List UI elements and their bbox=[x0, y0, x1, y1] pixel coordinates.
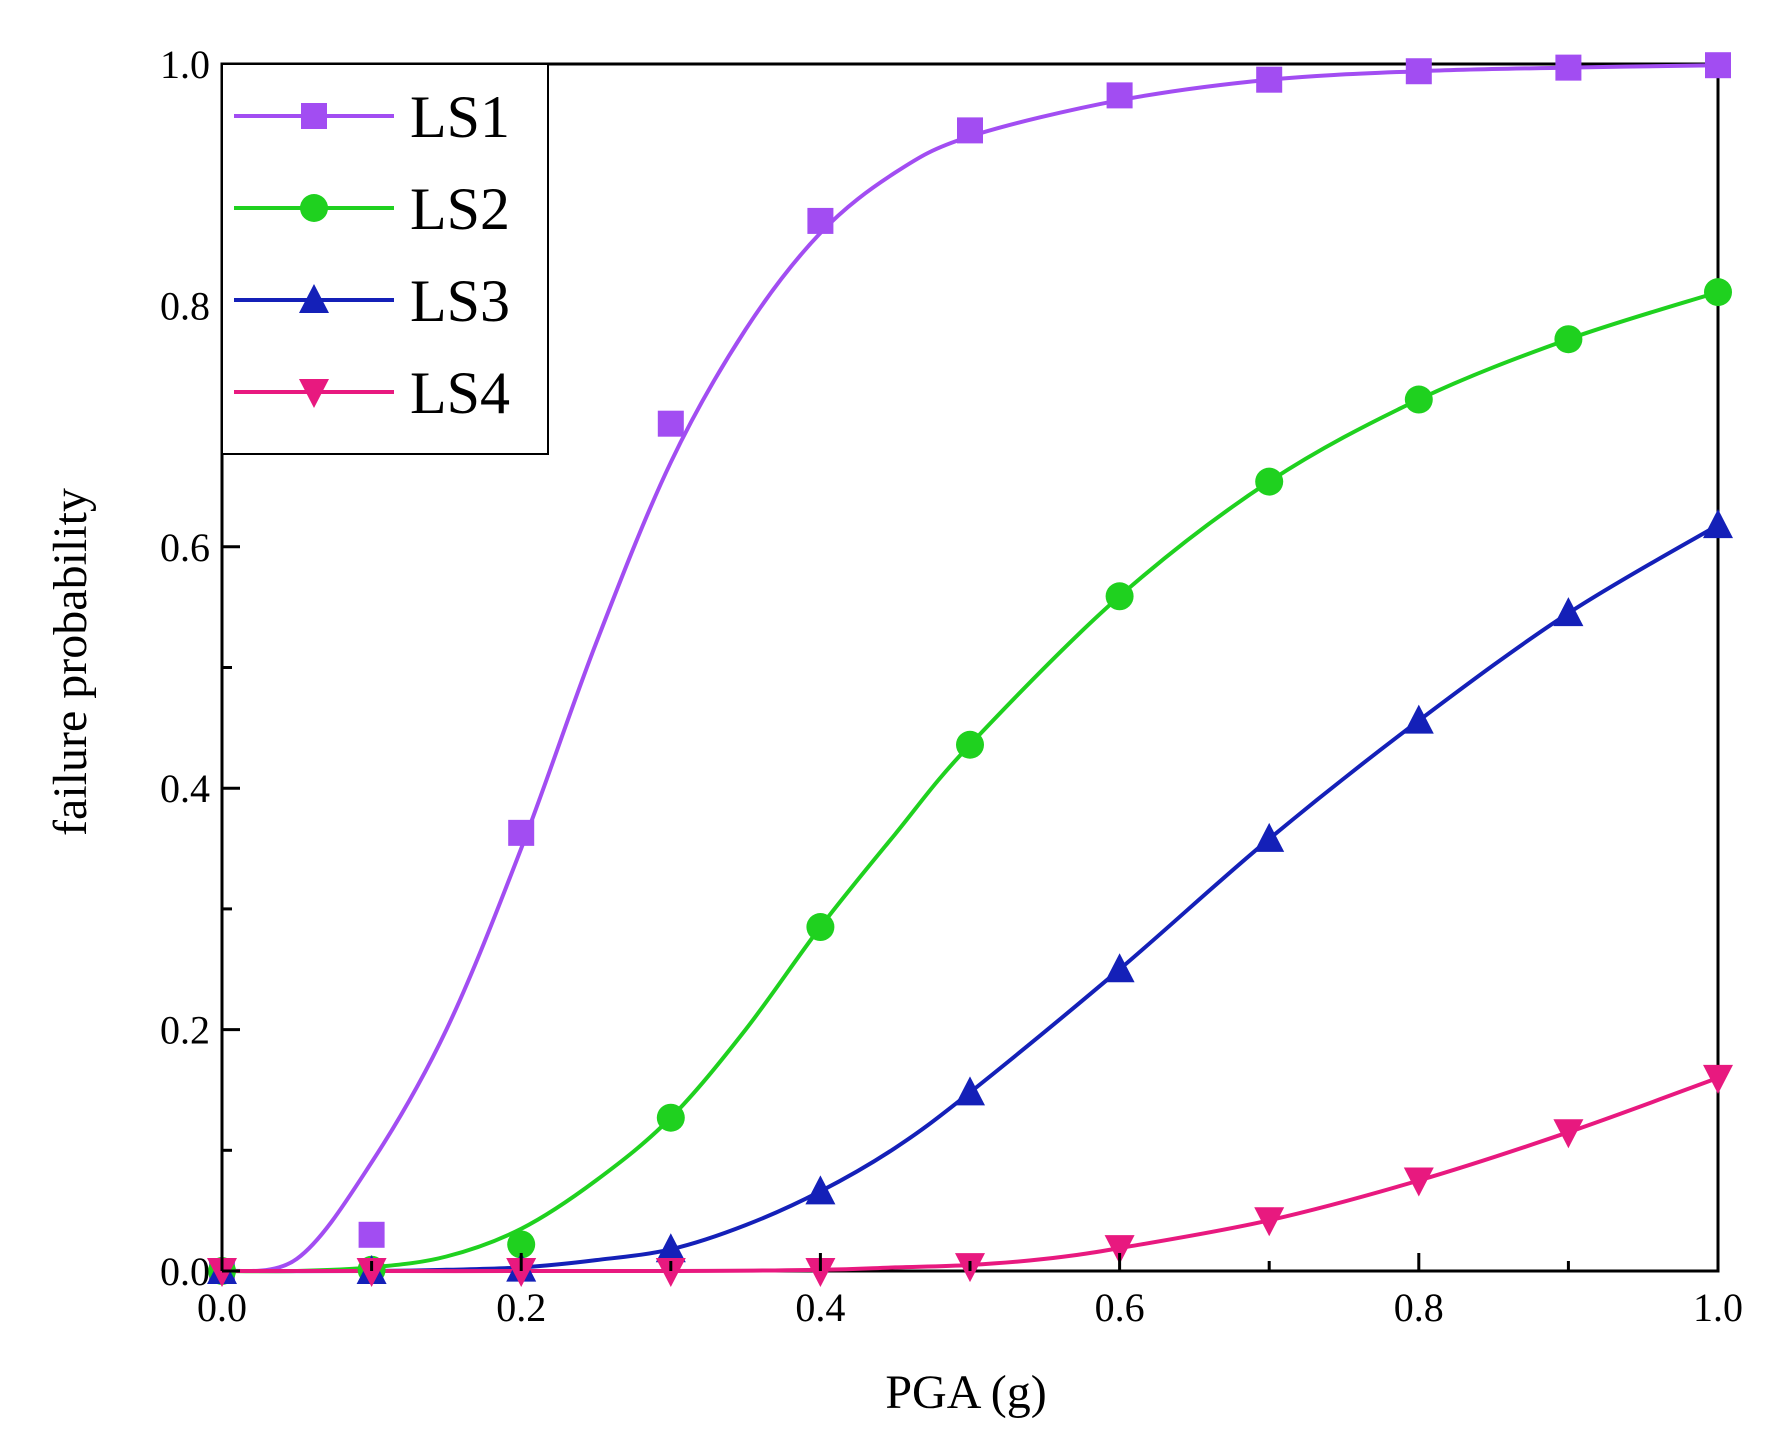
y-tick-label: 0.4 bbox=[160, 766, 210, 811]
series-line-ls1 bbox=[220, 63, 1720, 1274]
legend-label-ls1: LS1 bbox=[410, 84, 510, 150]
legend-label-ls3: LS3 bbox=[410, 268, 510, 334]
data-point-ls2 bbox=[956, 730, 984, 759]
data-point-ls2 bbox=[1105, 582, 1134, 611]
data-point-ls4 bbox=[1254, 1207, 1285, 1237]
data-point-ls3 bbox=[1703, 509, 1733, 539]
data-point-ls2 bbox=[1255, 467, 1284, 496]
data-point-ls3 bbox=[1403, 704, 1434, 734]
x-tick-label: 0.6 bbox=[1095, 1285, 1145, 1330]
data-point-ls1 bbox=[358, 1221, 385, 1248]
data-point-ls1 bbox=[1256, 66, 1283, 93]
data-point-ls2 bbox=[806, 913, 835, 942]
data-point-ls1 bbox=[1405, 58, 1432, 85]
data-point-ls1 bbox=[508, 819, 535, 846]
data-point-ls1 bbox=[1106, 82, 1133, 109]
data-point-ls4 bbox=[805, 1258, 836, 1287]
data-point-ls3 bbox=[955, 1076, 985, 1106]
legend-label-ls2: LS2 bbox=[410, 176, 510, 242]
data-point-ls2 bbox=[507, 1230, 536, 1259]
y-tick-label: 0.2 bbox=[160, 1008, 210, 1053]
legend-marker-ls1 bbox=[301, 103, 327, 129]
data-point-ls1 bbox=[1705, 52, 1731, 79]
data-point-ls4 bbox=[1703, 1064, 1733, 1094]
data-point-ls3 bbox=[655, 1233, 686, 1263]
x-tick-label: 0.2 bbox=[496, 1285, 546, 1330]
data-point-ls2 bbox=[656, 1103, 685, 1132]
legend-marker-ls4 bbox=[299, 379, 329, 408]
data-point-ls1 bbox=[657, 410, 684, 437]
x-tick-label: 1.0 bbox=[1693, 1285, 1743, 1330]
legend-marker-ls3 bbox=[299, 284, 329, 313]
data-point-ls3 bbox=[1104, 953, 1135, 983]
y-axis-title: failure probability bbox=[44, 488, 97, 836]
legend: LS1 LS2 LS3 LS4 bbox=[221, 63, 549, 455]
data-point-ls3 bbox=[1254, 822, 1285, 852]
data-point-ls2 bbox=[1704, 278, 1732, 307]
data-point-ls4 bbox=[356, 1258, 387, 1287]
markers-layer bbox=[207, 52, 1733, 1287]
y-tick-label: 0.0 bbox=[160, 1249, 210, 1294]
x-tick-label: 0.8 bbox=[1394, 1285, 1444, 1330]
data-point-ls2 bbox=[1554, 325, 1583, 354]
series-line-ls4 bbox=[220, 1075, 1720, 1274]
y-tick-label: 1.0 bbox=[160, 42, 210, 87]
legend-label-ls4: LS4 bbox=[410, 360, 510, 426]
y-tick-label: 0.6 bbox=[160, 525, 210, 570]
data-point-ls3 bbox=[1553, 597, 1584, 627]
data-point-ls4 bbox=[1403, 1167, 1434, 1197]
data-point-ls4 bbox=[506, 1258, 537, 1287]
legend-marker-ls2 bbox=[300, 194, 328, 222]
x-axis-title: PGA (g) bbox=[885, 1366, 1046, 1419]
data-point-ls4 bbox=[1104, 1235, 1135, 1265]
data-point-ls1 bbox=[957, 117, 983, 144]
legend-box bbox=[221, 63, 549, 455]
data-point-ls3 bbox=[805, 1175, 836, 1205]
data-point-ls4 bbox=[1553, 1119, 1584, 1149]
data-point-ls1 bbox=[1555, 54, 1582, 81]
ticks-layer: 0.0 0.2 0.4 0.6 0.8 1.0 0.0 0.2 0.4 0.6 0.8 1.0 bbox=[160, 42, 1743, 1330]
series-line-ls2 bbox=[220, 290, 1720, 1274]
y-tick-label: 0.8 bbox=[160, 283, 210, 328]
data-point-ls1 bbox=[807, 207, 834, 234]
data-point-ls2 bbox=[1404, 385, 1433, 414]
x-tick-label: 0.0 bbox=[197, 1285, 247, 1330]
data-point-ls4 bbox=[655, 1258, 686, 1287]
x-tick-label: 0.4 bbox=[795, 1285, 845, 1330]
